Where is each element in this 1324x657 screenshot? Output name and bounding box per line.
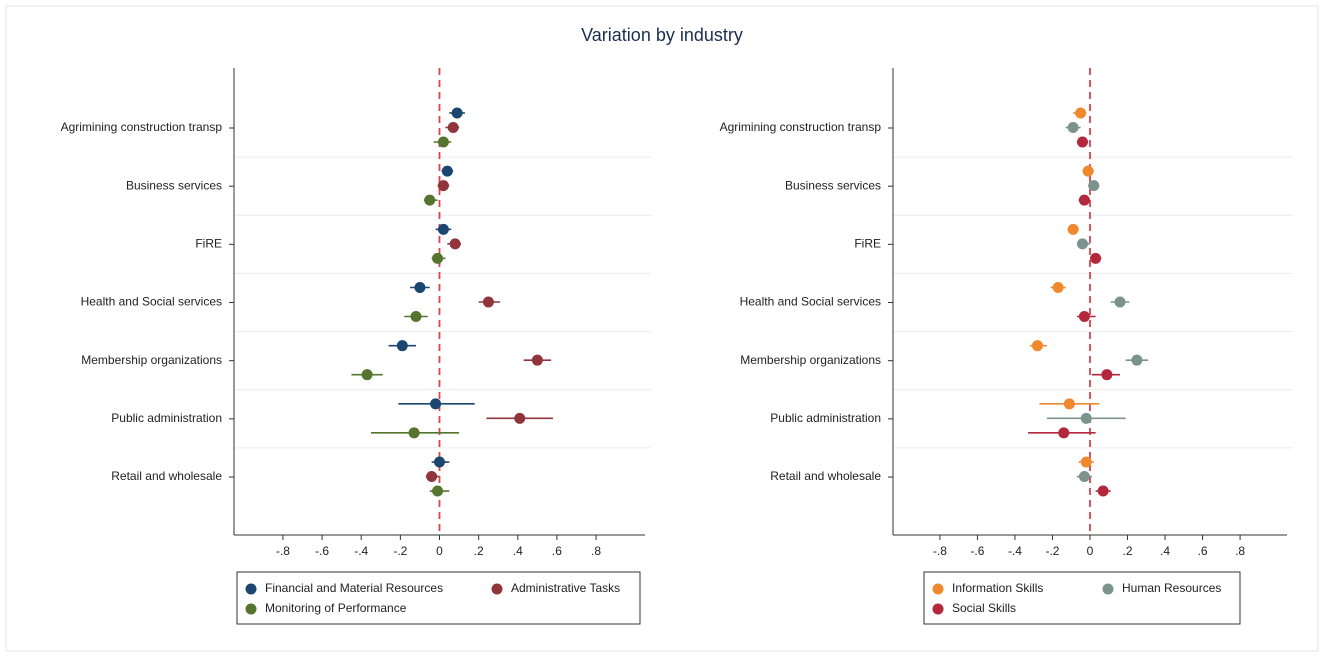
point (1101, 369, 1113, 381)
point (408, 427, 420, 439)
point (1090, 252, 1102, 264)
legend-marker (491, 583, 503, 595)
point (1114, 296, 1126, 308)
point (1078, 311, 1090, 323)
point (447, 122, 459, 133)
legend-label: Administrative Tasks (511, 581, 620, 595)
y-tick-label: Public administration (111, 411, 222, 425)
point (1082, 165, 1094, 177)
y-tick-label: FiRE (854, 237, 881, 251)
point (449, 238, 461, 250)
point (430, 398, 442, 410)
x-tick-label: -.2 (1045, 544, 1059, 558)
point (1058, 427, 1070, 439)
x-tick-label: -.6 (315, 544, 329, 558)
legend-marker (1102, 583, 1114, 595)
legend-marker (245, 583, 257, 595)
point (514, 412, 526, 424)
y-tick-label: Public administration (770, 411, 881, 425)
x-tick-label: -.8 (933, 544, 947, 558)
x-tick-label: .6 (1198, 544, 1208, 558)
legend-label: Social Skills (952, 601, 1016, 615)
point (451, 107, 463, 119)
legend-label: Information Skills (952, 581, 1043, 595)
x-tick-label: -.6 (970, 544, 984, 558)
point (437, 223, 449, 235)
point (424, 194, 436, 206)
point (1031, 340, 1043, 352)
point (1078, 471, 1090, 483)
y-tick-label: Retail and wholesale (111, 469, 222, 483)
y-tick-label: Agrimining construction transp (720, 120, 882, 134)
y-tick-label: Membership organizations (740, 353, 881, 367)
x-tick-label: .8 (1235, 544, 1245, 558)
point (434, 456, 445, 468)
x-tick-label: .8 (591, 544, 601, 558)
legend-label: Human Resources (1122, 581, 1221, 595)
y-tick-label: Business services (785, 178, 881, 192)
point (1067, 223, 1079, 235)
x-tick-label: 0 (1087, 544, 1094, 558)
x-tick-label: .6 (552, 544, 562, 558)
x-tick-label: .4 (513, 544, 523, 558)
legend-marker (932, 583, 944, 595)
point (1088, 180, 1100, 192)
x-tick-label: .2 (474, 544, 484, 558)
point (1063, 398, 1075, 410)
legend-box (923, 571, 1241, 625)
frame (5, 5, 1319, 652)
x-tick-label: .2 (1123, 544, 1133, 558)
point (361, 369, 373, 381)
point (1067, 122, 1079, 133)
y-tick-label: Retail and wholesale (770, 469, 881, 483)
x-tick-label: -.4 (1008, 544, 1022, 558)
y-tick-label: Health and Social services (81, 295, 222, 309)
y-tick-label: Membership organizations (81, 353, 222, 367)
point (1097, 485, 1109, 497)
y-tick-label: FiRE (195, 237, 222, 251)
legend-marker (245, 603, 257, 615)
point (1076, 136, 1088, 148)
y-tick-label: Agrimining construction transp (61, 120, 223, 134)
chart-title: Variation by industry (581, 25, 743, 45)
point (441, 165, 453, 177)
point (1131, 354, 1143, 366)
y-tick-label: Health and Social services (740, 295, 881, 309)
point (396, 340, 408, 352)
x-tick-label: -.2 (393, 544, 407, 558)
point (426, 471, 438, 483)
point (437, 136, 449, 148)
point (1052, 282, 1064, 294)
point (437, 180, 449, 192)
point (1075, 107, 1087, 119)
legend-label: Financial and Material Resources (265, 581, 443, 595)
y-tick-label: Business services (126, 178, 222, 192)
point (1078, 194, 1090, 206)
point (482, 296, 494, 308)
point (414, 282, 426, 294)
x-tick-label: 0 (436, 544, 443, 558)
point (1076, 238, 1088, 250)
x-tick-label: -.8 (276, 544, 290, 558)
point (1080, 412, 1092, 424)
point (432, 252, 444, 264)
legend-label: Monitoring of Performance (265, 601, 407, 615)
x-tick-label: .4 (1160, 544, 1170, 558)
x-tick-label: -.4 (354, 544, 368, 558)
point (432, 485, 444, 497)
point (1080, 456, 1092, 468)
point (531, 354, 543, 366)
legend-box (236, 571, 641, 625)
point (410, 311, 422, 323)
legend-marker (932, 603, 944, 615)
